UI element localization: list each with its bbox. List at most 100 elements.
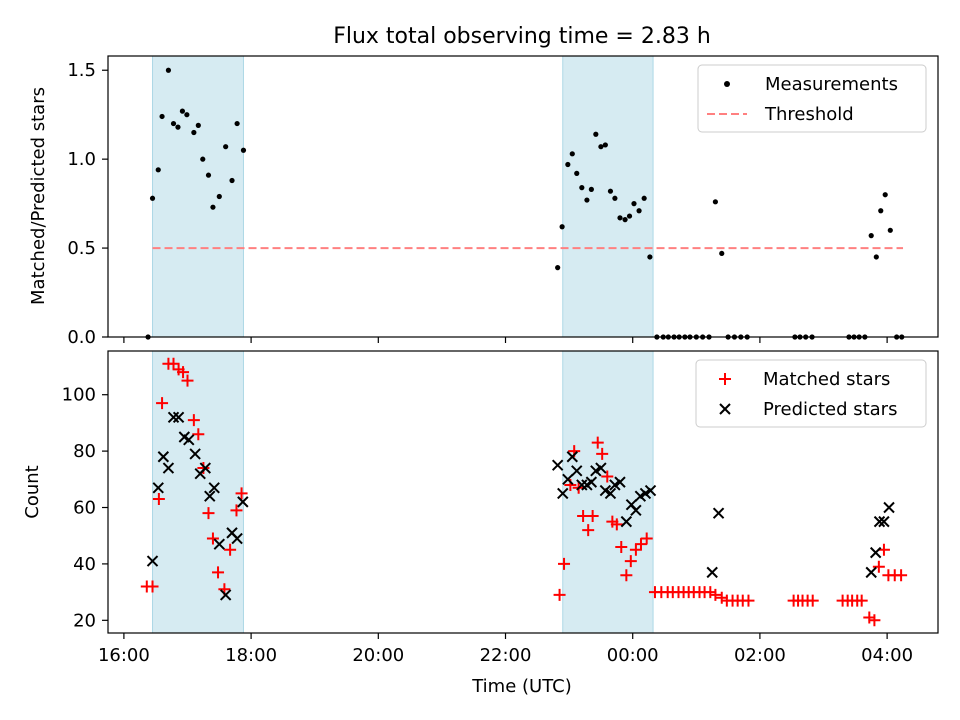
predicted-stars-point-14 bbox=[213, 538, 226, 550]
ratio-axes-frame bbox=[107, 55, 939, 338]
measurements-point-13 bbox=[205, 172, 212, 178]
matched-stars-point-34 bbox=[620, 569, 633, 582]
matched-stars-point-70 bbox=[877, 543, 890, 556]
measurements-point-24 bbox=[574, 170, 580, 176]
measurements-point-6 bbox=[170, 120, 177, 127]
measurements-point-25 bbox=[579, 185, 585, 191]
measurements-point-65 bbox=[873, 254, 879, 260]
predicted-stars-point-42 bbox=[869, 546, 882, 559]
matched-stars-point-8 bbox=[177, 366, 190, 379]
count-axes-frame bbox=[107, 350, 939, 634]
measurements-point-34 bbox=[622, 217, 628, 223]
predicted-stars-point-2 bbox=[152, 482, 164, 494]
predicted-stars-point-20 bbox=[557, 487, 569, 500]
matched-stars-point-14 bbox=[206, 532, 219, 545]
matched-stars-point-33 bbox=[615, 540, 628, 553]
ratio-ytick-label-3: 1.0 bbox=[67, 149, 96, 170]
x-axis-label: Time (UTC) bbox=[471, 676, 572, 697]
xtick-label-3: 20:00 bbox=[352, 645, 404, 666]
count-ytick-label-5: 100 bbox=[62, 385, 96, 406]
count-ytick-label-2: 40 bbox=[73, 554, 96, 575]
ratio-ytick-label-4: 1.5 bbox=[67, 60, 96, 81]
measurements-point-15 bbox=[216, 193, 222, 200]
measurements-point-12 bbox=[200, 156, 206, 162]
predicted-stars-point-9 bbox=[189, 448, 201, 460]
measurements-point-5 bbox=[165, 67, 172, 73]
chart-title: Flux total observing time = 2.83 h bbox=[333, 24, 711, 49]
predicted-stars-point-22 bbox=[566, 451, 578, 463]
matched-stars-point-19 bbox=[235, 487, 248, 500]
measurements-point-28 bbox=[593, 131, 599, 137]
predicted-stars-point-3 bbox=[157, 451, 170, 463]
measurements-point-30 bbox=[602, 142, 608, 148]
measurements-point-20 bbox=[555, 265, 561, 271]
ratio-shaded-interval-1 bbox=[152, 55, 244, 338]
measurements-point-16 bbox=[223, 144, 229, 150]
predicted-stars-point-45 bbox=[883, 501, 895, 514]
predicted-stars-point-33 bbox=[620, 515, 633, 528]
measurements-point-10 bbox=[191, 129, 197, 136]
predicted-stars-point-30 bbox=[604, 487, 617, 500]
predicted-stars-point-32 bbox=[614, 476, 626, 488]
matched-stars-point-66 bbox=[855, 594, 868, 607]
measurements-point-9 bbox=[184, 112, 190, 118]
measurements-point-8 bbox=[179, 108, 186, 114]
matched-stars-point-51 bbox=[715, 591, 728, 604]
predicted-stars-point-4 bbox=[162, 462, 175, 474]
predicted-stars-point-5 bbox=[167, 411, 180, 423]
measurements-point-23 bbox=[569, 151, 575, 157]
predicted-stars-point-38 bbox=[644, 484, 657, 497]
predicted-stars-point-19 bbox=[551, 459, 564, 471]
count-legend: Matched stars Predicted stars bbox=[695, 359, 927, 428]
ratio-ytick-label-1: 0.0 bbox=[67, 327, 96, 348]
measurements-point-21 bbox=[559, 224, 565, 230]
measurements-point-31 bbox=[607, 188, 614, 194]
predicted-stars-point-21 bbox=[562, 473, 574, 486]
measurements-point-39 bbox=[647, 254, 653, 260]
count-legend-box bbox=[695, 359, 927, 428]
measurements-point-26 bbox=[584, 197, 590, 203]
predicted-stars-point-17 bbox=[231, 532, 243, 545]
count-ytick-label-3: 60 bbox=[73, 498, 96, 519]
matched-stars-point-67 bbox=[863, 611, 876, 624]
matched-stars-point-28 bbox=[591, 436, 604, 449]
matched-stars-point-4 bbox=[156, 397, 169, 410]
measurements-point-51 bbox=[719, 250, 725, 257]
measurements-point-11 bbox=[195, 122, 201, 128]
xtick-label-1: 16:00 bbox=[98, 645, 150, 666]
matched-stars-point-73 bbox=[895, 569, 908, 582]
matched-stars-point-12 bbox=[197, 462, 210, 475]
predicted-stars-point-18 bbox=[237, 496, 249, 508]
matched-stars-point-26 bbox=[582, 524, 595, 537]
matched-stars-point-18 bbox=[230, 504, 243, 517]
predicted-stars-point-8 bbox=[183, 434, 195, 446]
matched-stars-point-15 bbox=[212, 566, 225, 579]
predicted-stars-point-23 bbox=[571, 465, 583, 477]
measurements-point-33 bbox=[617, 215, 623, 221]
xtick-label-2: 18:00 bbox=[225, 645, 277, 666]
legend-marker-predicted-stars bbox=[719, 403, 731, 415]
legend-label-threshold: Threshold bbox=[764, 104, 854, 125]
predicted-stars-point-1 bbox=[146, 555, 159, 567]
count-ytick-label-1: 20 bbox=[73, 610, 96, 631]
predicted-stars-point-12 bbox=[204, 490, 216, 502]
measurements-point-38 bbox=[641, 195, 647, 201]
count-y-axis-label: Count bbox=[22, 465, 43, 518]
measurements-point-22 bbox=[565, 161, 571, 168]
xtick-label-6: 02:00 bbox=[734, 645, 786, 666]
legend-marker-measurements bbox=[724, 81, 730, 87]
matched-stars-point-17 bbox=[224, 543, 237, 556]
measurements-point-2 bbox=[149, 195, 156, 201]
matched-stars-point-2 bbox=[146, 580, 159, 593]
matched-stars-point-36 bbox=[629, 543, 642, 556]
matched-stars-point-61 bbox=[806, 594, 819, 607]
matched-stars-point-50 bbox=[709, 588, 722, 601]
predicted-stars-point-44 bbox=[878, 515, 890, 528]
legend-marker-matched-stars bbox=[719, 373, 731, 385]
ratio-y-axis-label: Matched/Predicted stars bbox=[28, 87, 49, 305]
xtick-label-4: 22:00 bbox=[480, 645, 532, 666]
predicted-stars-point-43 bbox=[873, 515, 886, 528]
measurements-point-50 bbox=[712, 199, 718, 205]
predicted-stars-point-15 bbox=[219, 589, 232, 601]
xtick-label-7: 04:00 bbox=[861, 645, 913, 666]
